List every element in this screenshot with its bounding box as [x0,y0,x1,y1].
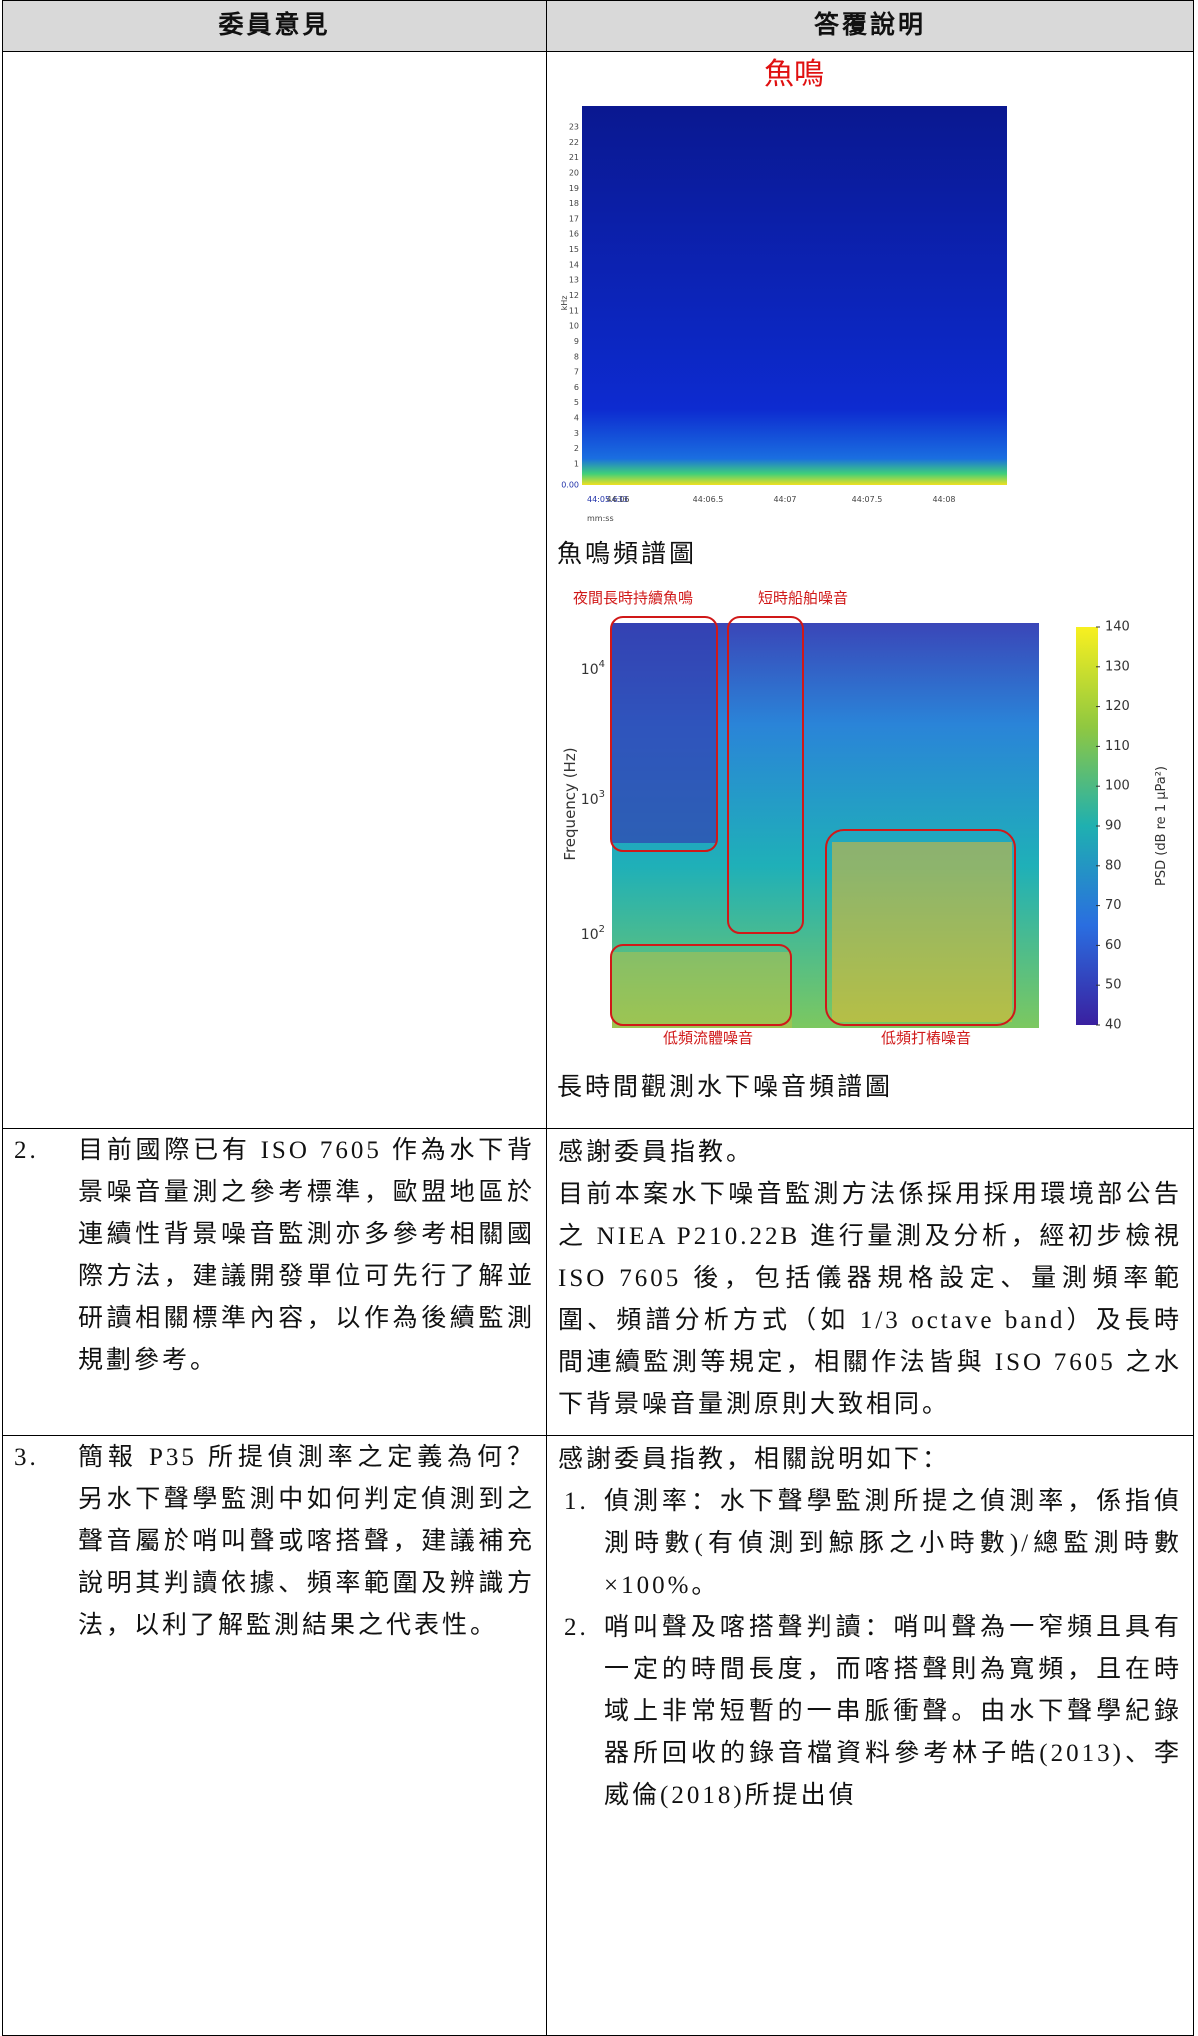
y-tick-label: 17 [569,214,579,223]
colorbar-tick-label: 60 [1105,938,1122,953]
spectrogram [582,106,1007,485]
y-tick-label: 23 [569,123,579,132]
comment-cell: 2. 目前國際已有 ISO 7605 作為水下背景噪音量測之參考標準，歐盟地區於連… [2,1128,547,1436]
colorbar-tick-label: 120 [1105,699,1130,714]
row: 魚鳴 23 22 21 20 19 18 17 16 15 14 13 12 11 10 9 8 7 6 5 4 3 2 1 0… [2,51,1194,1129]
colorbar [1076,627,1098,1025]
header-cell: 答覆說明 [546,0,1194,52]
y-tick-label: 4 [574,414,579,423]
figure-cell: 魚鳴 23 22 21 20 19 18 17 16 15 14 13 12 11 10 9 8 7 6 5 4 3 2 1 0… [546,51,1194,1129]
y-tick-label: 15 [569,245,579,254]
tick-base: 10 [581,927,599,943]
empty-cell [2,51,547,1129]
y-tick-label: 18 [569,199,579,208]
y-tick-label: 2 [574,444,579,453]
y-axis-label: kHz [560,296,569,311]
colorbar-tick-label: 50 [1105,978,1122,993]
reply: 目前本案水下噪音監測方法係採用採用環境部公告之 NIEA P210.22B 進行… [558,1181,1182,1418]
box [610,944,792,1026]
y-tick-label: 103 [581,789,605,808]
reply: 感謝委員指教，相關說明如下： [558,1446,951,1473]
reply-cell: 感謝委員指教。目前本案水下噪音監測方法係採用採用環境部公告之 NIEA P210… [546,1128,1194,1436]
colorbar-label: PSD (dB re 1 μPa²) [1154,766,1169,886]
list-number: 2. [564,1614,589,1641]
box [610,616,718,852]
x-tick-label: 44:06 [606,495,629,504]
comment-cell: 3. 簡報 P35 所提偵測率之定義為何？另水下聲學監測中如何判定偵測到之聲音屬於… [2,1435,547,2036]
colorbar-tick-label: 110 [1105,739,1130,754]
annotation: 短時船舶噪音 [758,590,848,607]
x-tick-label: 44:05.633 [587,495,628,504]
tick-base: 10 [581,662,599,678]
y-tick-label: 21 [569,153,579,162]
y-axis-label: Frequency (Hz) [561,747,579,860]
comment: 簡報 P35 所提偵測率之定義為何？另水下聲學監測中如何判定偵測到之聲音屬於哨叫… [78,1444,535,1639]
x-tick-label: 44:07 [773,495,796,504]
shade [612,623,717,843]
shade [832,842,1012,1022]
colorbar-tick-label: 80 [1105,858,1122,873]
annotation: 低頻流體噪音 [663,1030,753,1047]
x-tick-label: 44:08 [932,495,955,504]
y-tick-label: 22 [569,138,579,147]
y-tick-label: 9 [574,337,579,346]
annotation: 低頻打樁噪音 [881,1030,971,1047]
header-cell: 委員意見 [2,0,547,52]
tick-base: 10 [581,792,599,808]
list-text: 哨叫聲及喀搭聲判讀：哨叫聲為一窄頻且具有一定的時間長度，而喀搭聲則為寬頻，且在時… [604,1614,1182,1809]
box [727,616,804,934]
y-tick-label: 12 [569,291,579,300]
y-tick-label: 0.00 [561,481,579,490]
caption: 長時間觀測水下噪音頻譜圖 [557,1073,893,1101]
y-tick-label: 102 [581,924,605,943]
item-number: 3. [14,1444,39,1471]
y-tick-label: 19 [569,184,579,193]
shade [612,952,792,1028]
y-tick-label: 3 [574,429,579,438]
y-tick-label: 6 [574,383,579,392]
colorbar-tick-label: 70 [1105,898,1122,913]
comment: 目前國際已有 ISO 7605 作為水下背景噪音量測之參考標準，歐盟地區於連續性… [78,1137,535,1374]
tick-exponent: 3 [599,789,605,800]
colorbar-tick-label: 130 [1105,659,1130,674]
tick-exponent: 2 [599,924,605,935]
y-tick-label: 14 [569,260,579,269]
y-tick-label: 11 [569,306,579,315]
row: 2. 目前國際已有 ISO 7605 作為水下背景噪音量測之參考標準，歐盟地區於連… [2,1128,1194,1436]
list-text: 偵測率：水下聲學監測所提之偵測率，係指偵測時數(有偵測到鯨豚之小時數)/總監測時… [604,1488,1182,1599]
item-number: 2. [14,1137,39,1164]
y-tick-label: 7 [574,368,579,377]
y-tick-label: 16 [569,230,579,239]
caption: 魚鳴頻譜圖 [557,540,697,568]
row: 3. 簡報 P35 所提偵測率之定義為何？另水下聲學監測中如何判定偵測到之聲音屬於… [2,1435,1194,2036]
colorbar-tick-label: 40 [1105,1018,1122,1033]
y-tick-label: 20 [569,168,579,177]
reply: 感謝委員指教。 [558,1139,755,1166]
y-tick-label: 1 [574,460,579,469]
y-tick-label: 104 [581,659,605,678]
colorbar-tick-label: 140 [1105,620,1130,635]
list-number: 1. [564,1488,589,1515]
figures: 魚鳴23222120191817161514131211109876543210… [557,58,1169,1101]
box [825,829,1016,1026]
annotation: 夜間長時持續魚鳴 [573,590,693,607]
y-tick-label: 10 [569,322,579,331]
y-tick-label: 8 [574,352,579,361]
y-tick-label: 13 [569,276,579,285]
colorbar-tick-label: 100 [1105,779,1130,794]
header-row: 委員意見 答覆說明 [2,0,1194,52]
x-tick-label: 44:06.5 [693,495,724,504]
y-tick-label: 5 [574,398,579,407]
x-tick-label: 44:07.5 [852,495,883,504]
tick-exponent: 4 [599,659,605,670]
colorbar-tick-label: 90 [1105,819,1122,834]
reply-cell: 感謝委員指教，相關說明如下： 1. 偵測率：水下聲學監測所提之偵測率，係指偵測時數… [546,1435,1194,2036]
figure-title: 魚鳴 [764,58,824,91]
x-axis-label: mm:ss [587,514,614,523]
